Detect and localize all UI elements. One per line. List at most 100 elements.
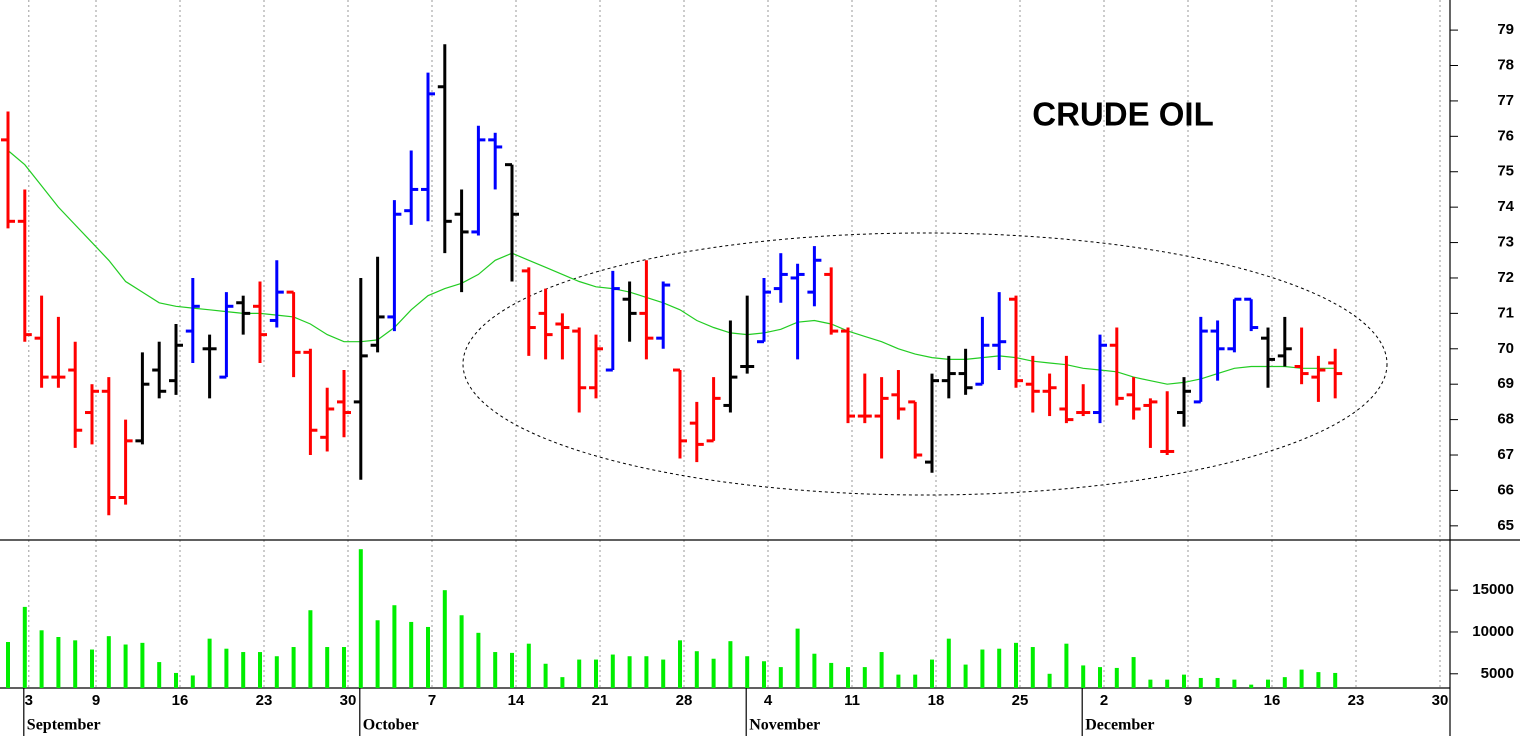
volume-bar: [1148, 679, 1153, 688]
volume-bar: [6, 642, 10, 688]
volume-bar: [375, 620, 380, 688]
x-tick-label: 9: [92, 692, 100, 709]
volume-bar: [493, 652, 498, 688]
volume-bar: [1249, 684, 1254, 688]
volume-bar: [1316, 672, 1321, 688]
volume-bar: [1030, 647, 1035, 688]
volume-bar: [610, 654, 615, 688]
y-tick-label: 71: [1497, 304, 1514, 321]
volume-bar: [644, 656, 649, 688]
volume-bar: [510, 652, 514, 688]
x-tick-label: 7: [428, 692, 436, 709]
volume-bar: [392, 605, 397, 688]
y-tick-label: 78: [1497, 56, 1514, 73]
volume-bar: [1182, 674, 1186, 688]
month-label: October: [363, 717, 419, 734]
volume-bar: [1098, 667, 1102, 688]
x-tick-label: 23: [256, 692, 273, 709]
volume-bar: [946, 638, 951, 688]
volume-bar: [106, 636, 111, 688]
volume-bar: [442, 590, 447, 688]
volume-bar: [123, 644, 128, 688]
volume-bar: [963, 664, 968, 688]
volume-bar: [778, 667, 783, 688]
volume-bar: [913, 674, 918, 688]
volume-bar: [1232, 679, 1237, 688]
volume-bar: [274, 656, 279, 688]
volume-bar: [1081, 665, 1086, 688]
y-tick-label: 72: [1497, 269, 1514, 286]
volume-bar: [577, 659, 582, 688]
volume-bar: [594, 659, 598, 688]
volume-bar: [476, 632, 481, 688]
volume-bar: [1198, 677, 1203, 688]
volume-bar: [694, 651, 699, 688]
x-tick-label: 30: [1432, 692, 1449, 709]
y-tick-label: 79: [1497, 21, 1514, 38]
volume-bar: [1282, 677, 1287, 688]
y-tick-label: 70: [1497, 340, 1514, 357]
volume-bar: [560, 677, 565, 688]
volume-bar: [140, 642, 145, 688]
volume-tick-label: 10000: [1472, 623, 1514, 640]
month-label: December: [1085, 717, 1154, 734]
volume-bar: [1333, 672, 1338, 688]
volume-bar: [157, 662, 162, 688]
volume-tick-label: 5000: [1481, 665, 1514, 682]
volume-bar: [795, 628, 800, 688]
y-tick-label: 68: [1497, 411, 1514, 428]
x-tick-label: 9: [1184, 692, 1192, 709]
volume-bar: [1215, 677, 1220, 688]
x-tick-label: 16: [172, 692, 189, 709]
volume-bar: [224, 648, 229, 688]
volume-bar: [73, 640, 78, 688]
y-tick-label: 76: [1497, 127, 1514, 144]
volume-bar: [22, 606, 27, 688]
chart-title: CRUDE OIL: [1032, 96, 1214, 133]
volume-bar: [1266, 679, 1270, 688]
volume-bar: [308, 610, 313, 688]
volume-bar: [426, 626, 430, 688]
volume-bar: [56, 636, 61, 688]
x-tick-label: 18: [928, 692, 945, 709]
x-tick-label: 16: [1264, 692, 1281, 709]
volume-bar: [980, 649, 985, 688]
volume-bar: [459, 615, 464, 688]
month-label: November: [749, 717, 820, 734]
volume-bar: [1064, 643, 1069, 688]
volume-bar: [1165, 679, 1170, 688]
volume-bar: [846, 667, 850, 688]
volume-bar: [1014, 642, 1018, 688]
y-tick-label: 74: [1497, 198, 1514, 215]
volume-bar: [409, 621, 414, 688]
volume-bar: [879, 652, 884, 688]
volume-bar: [291, 647, 296, 688]
volume-bar: [1131, 657, 1136, 688]
volume-bar: [627, 656, 632, 688]
moving-average: [7, 150, 1336, 385]
y-tick-label: 65: [1497, 517, 1514, 534]
volume-bar: [661, 659, 666, 688]
volume-bar: [90, 649, 94, 688]
y-tick-label: 66: [1497, 481, 1514, 498]
volume-bar: [997, 648, 1002, 688]
y-tick-label: 77: [1497, 92, 1514, 109]
volume-bar: [258, 652, 262, 688]
volume-bar: [325, 647, 330, 688]
volume-bar: [39, 630, 44, 688]
volume-bar: [207, 638, 212, 688]
x-tick-label: 2: [1100, 692, 1108, 709]
volume-bar: [711, 658, 716, 688]
volume-bar: [1114, 667, 1119, 688]
volume-bar: [812, 653, 817, 688]
y-tick-label: 67: [1497, 446, 1514, 463]
volume-bar: [1047, 673, 1052, 688]
volume-bar: [930, 659, 934, 688]
x-tick-label: 28: [676, 692, 693, 709]
month-label: September: [27, 717, 101, 734]
volume-bar: [241, 652, 246, 688]
x-tick-label: 25: [1012, 692, 1029, 709]
range-ellipse: [462, 232, 1388, 496]
